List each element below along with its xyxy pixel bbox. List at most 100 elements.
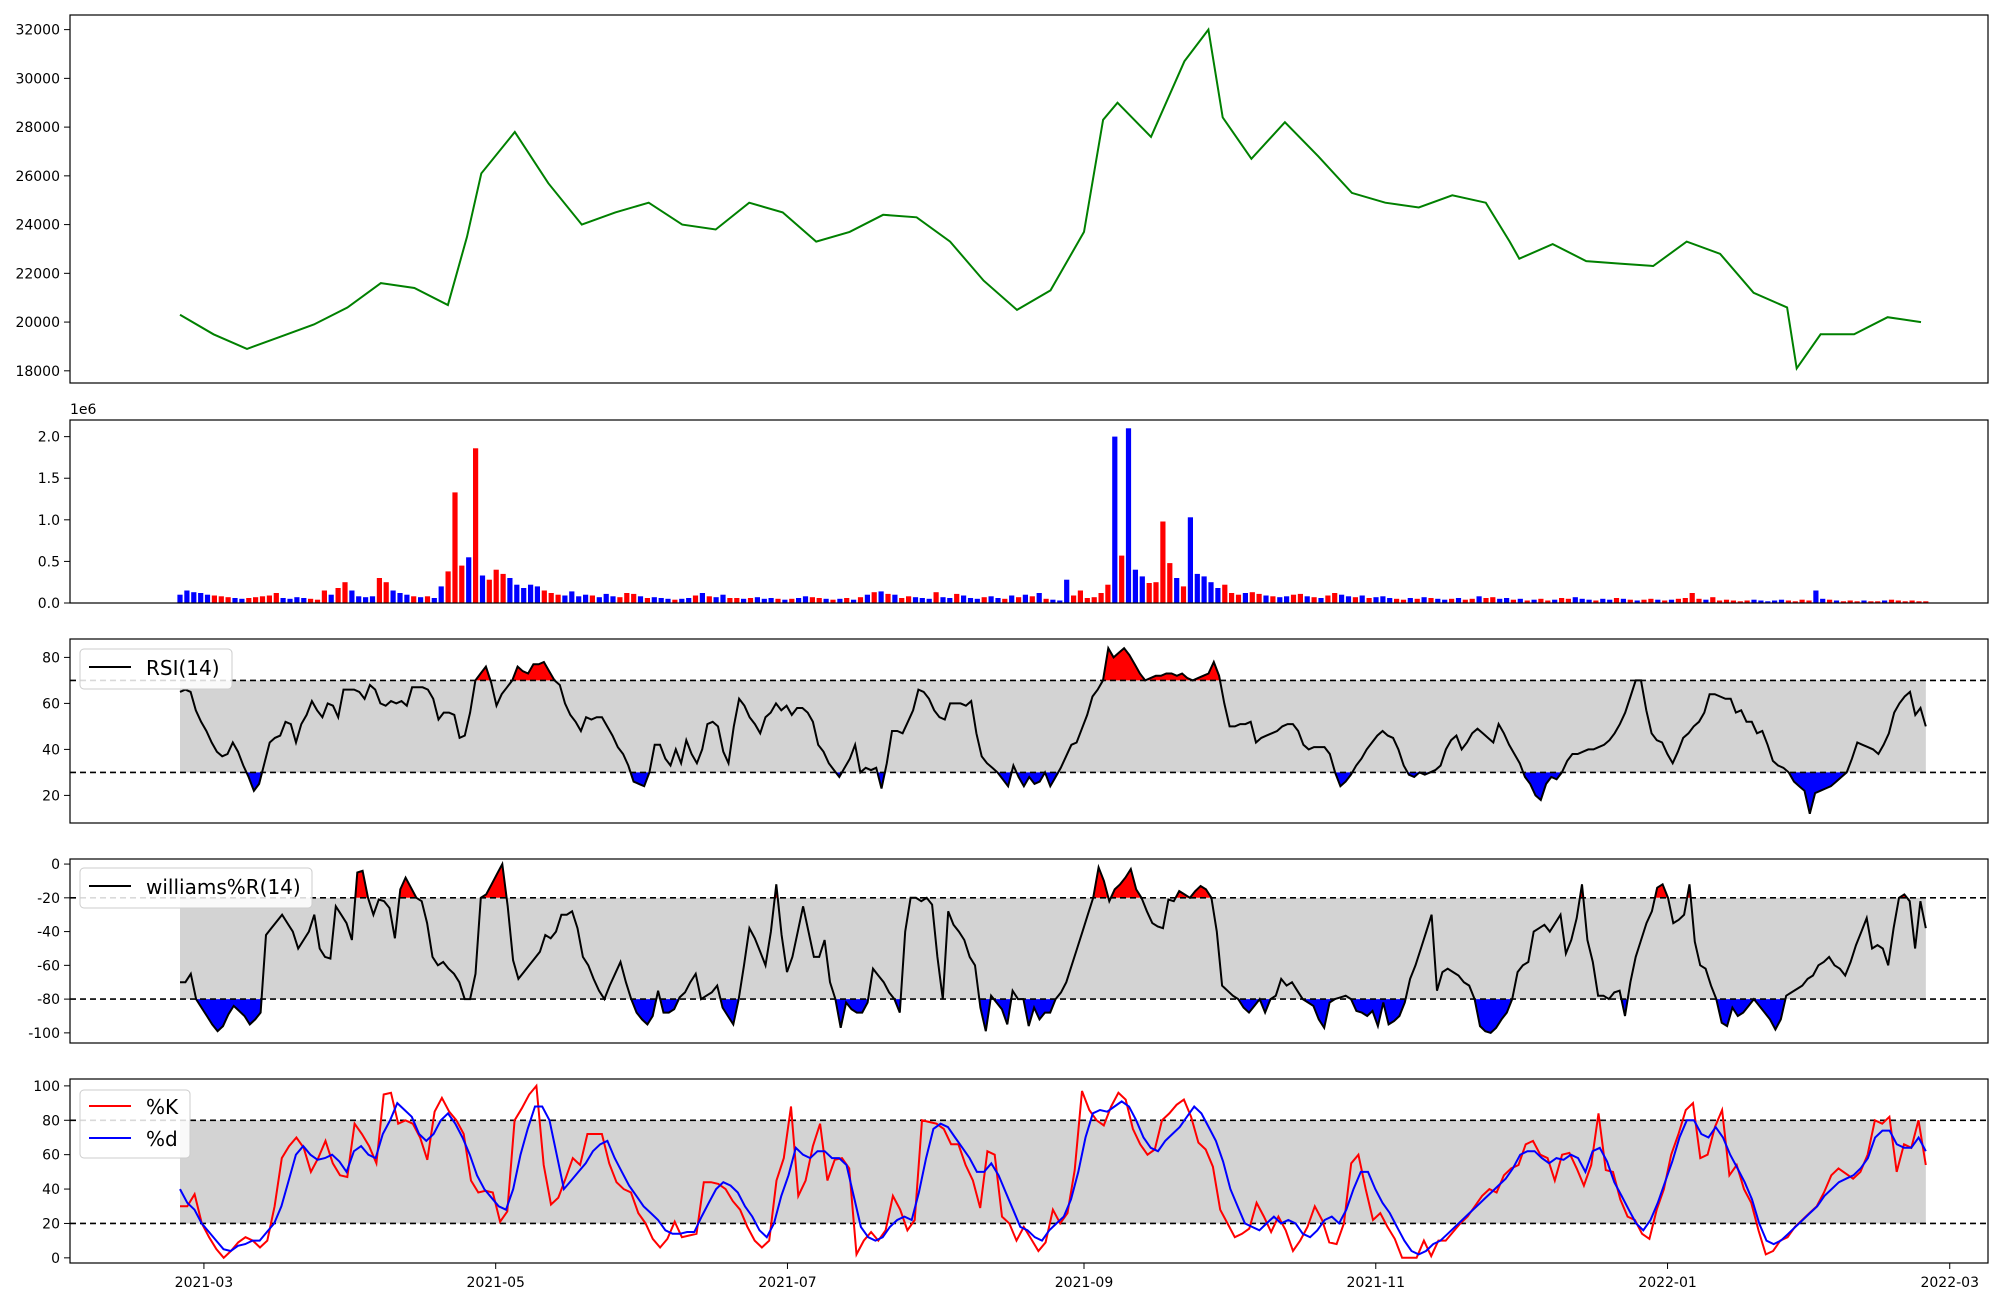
volume-bar [583, 594, 589, 603]
volume-bar [596, 597, 602, 603]
volume-bar [1325, 595, 1331, 603]
volume-bar [459, 565, 465, 603]
volume-bar [473, 448, 479, 603]
volume-bar [308, 598, 314, 603]
y-tick-label: 0 [51, 1251, 60, 1267]
volume-bar [198, 593, 204, 603]
williams-oversold-fill [1259, 999, 1271, 1013]
volume-bar [1655, 599, 1661, 603]
volume-bar [1414, 598, 1420, 603]
volume-bar [1050, 599, 1056, 603]
y-tick-label: 26000 [15, 169, 60, 185]
volume-bar [239, 598, 245, 603]
rsi-overbought-fill [1192, 662, 1220, 681]
volume-bar [1607, 599, 1613, 603]
volume-bar [1201, 576, 1207, 603]
volume-bar [1009, 595, 1015, 603]
rsi-legend: RSI(14) [79, 648, 233, 690]
volume-bar [507, 578, 513, 603]
y-tick-label: -80 [37, 992, 60, 1008]
volume-bar [548, 593, 554, 603]
volume-bar [1737, 601, 1743, 603]
volume-bar [1187, 517, 1193, 603]
volume-bar [1785, 600, 1791, 603]
volume-bar [706, 596, 712, 603]
volume-bar [617, 597, 623, 603]
volume-bar [768, 598, 774, 603]
volume-bar [692, 595, 699, 603]
y-tick-label: 80 [42, 1113, 60, 1129]
x-tick-label: 2021-03 [175, 1275, 234, 1291]
volume-bar [1332, 593, 1338, 603]
volume-bar [1861, 600, 1867, 603]
y-tick-label: 22000 [15, 266, 60, 282]
williams-legend-label: williams%R(14) [146, 875, 301, 899]
volume-bar [1311, 597, 1317, 603]
volume-bar [1888, 599, 1895, 603]
volume-bar [280, 598, 286, 603]
rsi-oversold-fill [1045, 772, 1059, 787]
volume-bar [672, 599, 678, 603]
volume-bar [603, 593, 609, 603]
volume-bar [1242, 593, 1248, 603]
y-tick-label: -40 [37, 925, 60, 941]
volume-bar [1455, 598, 1462, 603]
volume-bar [1304, 596, 1310, 603]
volume-axes-frame [69, 419, 1989, 604]
volume-bar [926, 598, 932, 603]
volume-bar [445, 571, 451, 603]
y-tick-label: 28000 [15, 120, 60, 136]
y-tick-label: 18000 [15, 364, 60, 380]
volume-bar [1840, 601, 1846, 603]
volume-bar [940, 597, 946, 603]
volume-bar [1923, 601, 1929, 603]
volume-bar [1483, 598, 1489, 603]
volume-bar [1490, 597, 1496, 603]
volume-bar [1084, 598, 1090, 603]
volume-bar [761, 598, 767, 603]
rsi-legend-label: RSI(14) [146, 656, 220, 680]
rsi-oversold-fill [1788, 772, 1847, 814]
volume-bar [857, 597, 864, 603]
volume-bar [452, 492, 458, 603]
y-tick-label: 80 [42, 650, 60, 666]
volume-bar [1833, 600, 1840, 603]
volume-bar [349, 590, 355, 603]
volume-bar [342, 582, 348, 603]
volume-bar [624, 593, 630, 603]
volume-bar [713, 597, 719, 603]
volume-bar [1545, 600, 1551, 603]
volume-bar [376, 578, 382, 603]
x-tick-label: 2021-07 [758, 1275, 817, 1291]
volume-bar [1792, 601, 1798, 603]
rsi-oversold-fill [1407, 772, 1420, 777]
volume-bar [1909, 600, 1915, 603]
volume-bar [995, 598, 1001, 603]
volume-bar [892, 594, 898, 603]
volume-bar [775, 598, 781, 603]
williams-overbought-fill [1110, 869, 1142, 898]
volume-bar [789, 598, 795, 603]
volume-bar [314, 599, 321, 603]
volume-bar [1703, 599, 1709, 603]
volume-bar [1394, 598, 1400, 603]
volume-bar [589, 595, 595, 603]
volume-bar [1016, 597, 1022, 603]
volume-bar [528, 584, 534, 603]
volume-bar [1854, 601, 1860, 603]
volume-chart-panel: 1e6 0.0 0.5 1.0 1.5 2.0 [38, 402, 1989, 612]
volume-bar [493, 569, 499, 603]
volume-bar [809, 597, 815, 603]
price-chart-panel: 18000 20000 22000 24000 26000 28000 30000 32000 [15, 14, 1989, 384]
k-legend-label: %K [146, 1095, 179, 1119]
volume-bar [906, 596, 912, 603]
y-tick-label: 40 [42, 742, 60, 758]
y-tick-label: 100 [33, 1079, 60, 1095]
volume-bar [218, 596, 224, 603]
volume-bar [1717, 600, 1723, 603]
volume-bar [1098, 593, 1104, 603]
volume-bar [356, 596, 362, 603]
volume-bar [1071, 595, 1077, 603]
volume-bar [500, 573, 506, 603]
volume-bar [1902, 601, 1908, 603]
